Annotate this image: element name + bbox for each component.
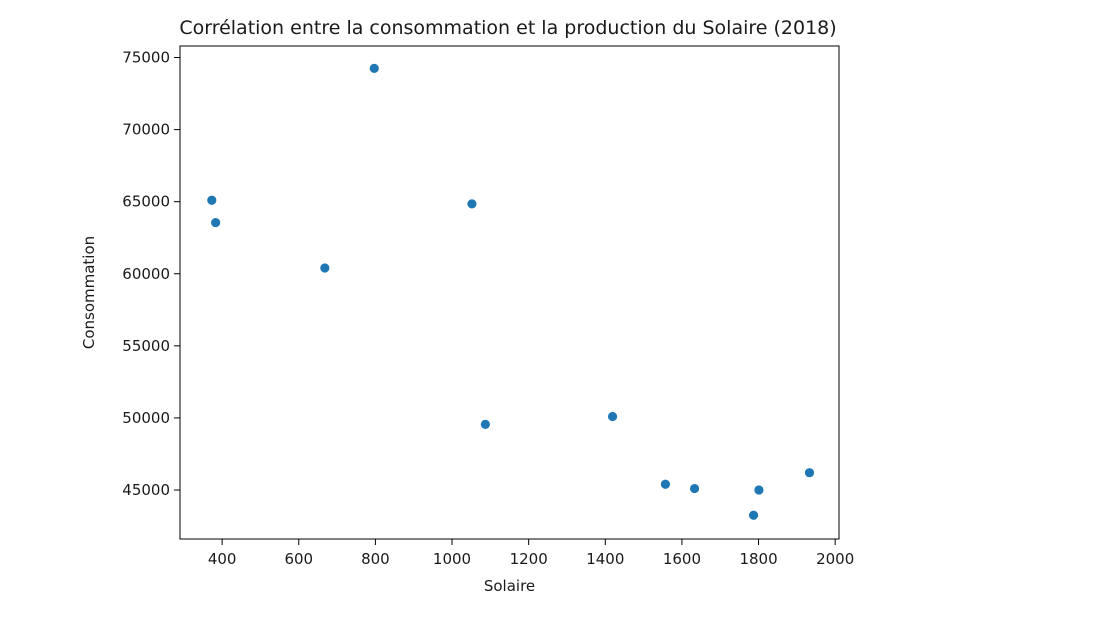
y-tick-label: 75000 [122,49,170,67]
x-tick-label: 1600 [663,550,701,568]
data-point [660,478,671,490]
x-tick-label: 1800 [739,550,777,568]
data-points [206,62,815,521]
y-axis-ticks: 45000 50000 55000 60000 65000 70000 75000 [122,49,180,499]
x-tick-label: 600 [284,550,313,568]
x-tick-label: 1200 [510,550,548,568]
x-tick-label: 2000 [816,550,854,568]
y-tick-label: 65000 [122,193,170,211]
data-point [804,467,815,479]
x-tick-label: 1400 [586,550,624,568]
plot-area-frame [179,45,840,540]
y-tick-label: 50000 [122,409,170,427]
x-axis-label: Solaire [484,577,535,595]
chart-title: Corrélation entre la consommation et la … [179,17,836,39]
y-tick-label: 55000 [122,337,170,355]
data-point [748,509,759,521]
y-tick-label: 70000 [122,121,170,139]
x-tick-label: 1000 [433,550,471,568]
data-point [319,262,331,274]
data-point [753,484,765,496]
data-point [607,411,618,422]
y-tick-label: 45000 [122,481,170,499]
x-axis-ticks: 400 600 800 1000 1200 1400 1600 1800 2000 [208,539,854,568]
y-axis-label: Consommation [80,236,98,349]
x-tick-label: 400 [208,550,237,568]
y-tick-label: 60000 [122,265,170,283]
x-tick-label: 800 [361,550,390,568]
data-point [479,418,491,430]
data-point [466,198,478,210]
data-point [689,483,700,494]
data-point [368,62,380,74]
data-point [206,194,218,206]
data-point [210,217,222,228]
